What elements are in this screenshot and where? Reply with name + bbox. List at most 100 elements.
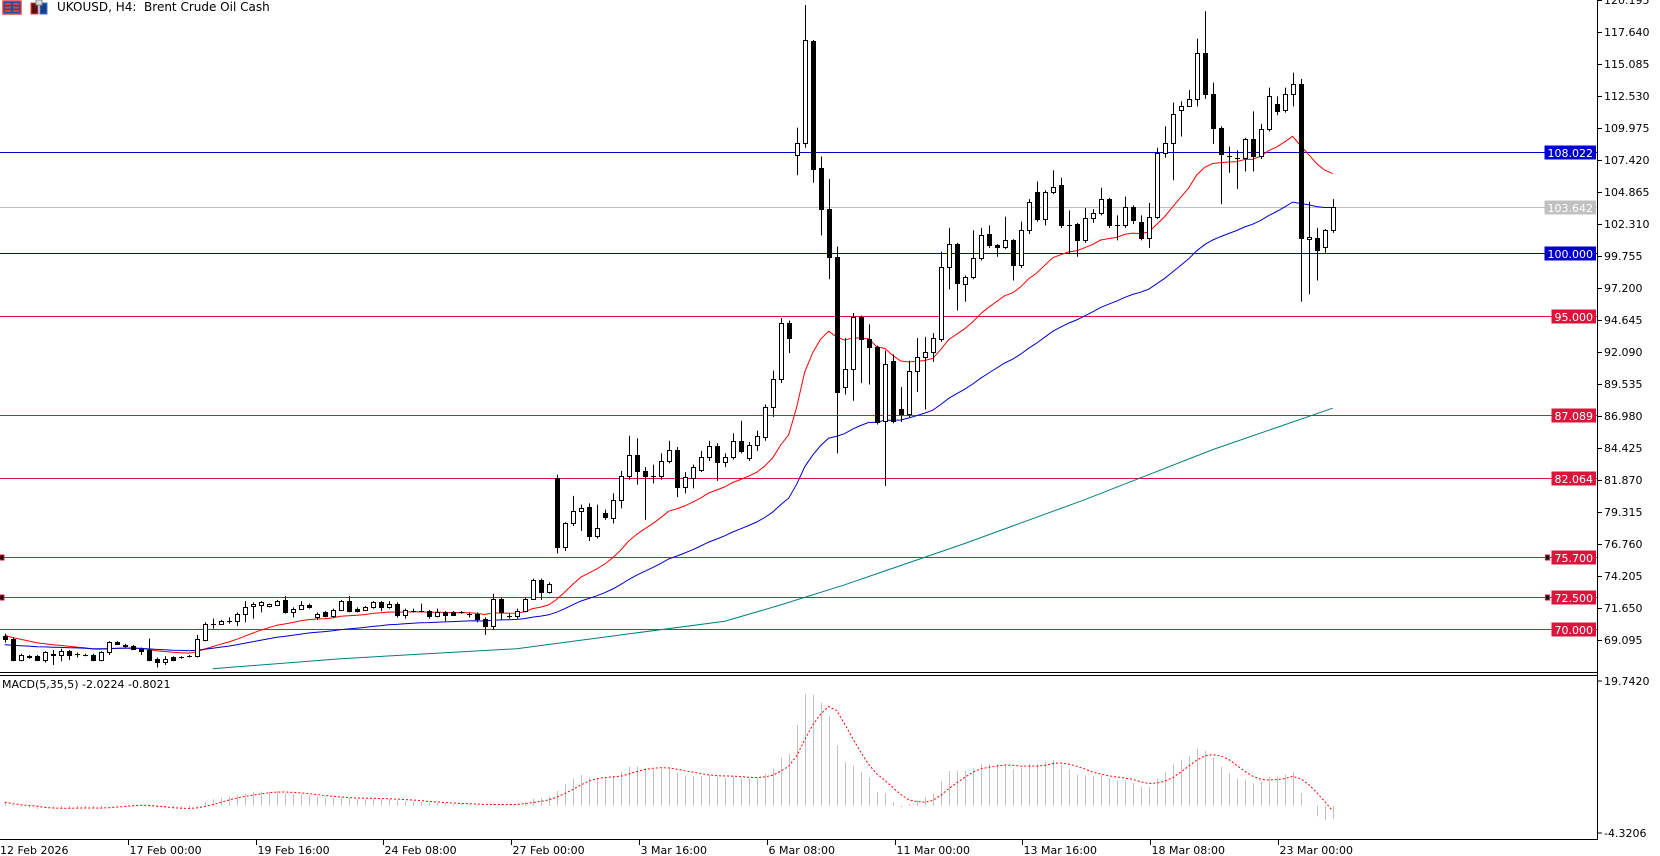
candle	[1283, 87, 1288, 113]
candle	[995, 244, 1000, 257]
candle	[195, 634, 200, 658]
candle-body-bull	[659, 461, 664, 477]
candle	[1099, 187, 1104, 216]
candle-body-bear	[891, 361, 896, 422]
candle-body-bull	[1083, 218, 1088, 241]
level-price-label: 87.089	[1555, 410, 1594, 423]
candle	[355, 607, 360, 613]
candle-body-bull	[291, 609, 296, 613]
candle	[771, 370, 776, 418]
price-axis[interactable]: 120.195 117.640 115.085 112.530 109.975 107.4…	[1598, 0, 1650, 647]
candle-body-bull	[1027, 202, 1032, 231]
candle	[523, 597, 528, 613]
candle	[947, 227, 952, 290]
price-tick-label: 69.095	[1604, 634, 1643, 647]
one-click-trading-icon[interactable]	[2, 0, 22, 15]
candle-body-bull	[1307, 237, 1312, 240]
candle	[387, 601, 392, 609]
level-handle-left[interactable]	[0, 594, 5, 601]
level-price-label-bg	[1551, 622, 1596, 637]
candle	[1115, 215, 1120, 241]
candle-body-bear	[867, 339, 872, 348]
candle-body-bear	[1211, 94, 1216, 129]
candle-body-bear	[587, 507, 592, 537]
candle	[155, 657, 160, 668]
moving-averages	[4, 135, 1333, 670]
candle-body-bull	[531, 580, 536, 600]
candle	[883, 350, 888, 486]
price-tick-label: 117.640	[1604, 26, 1650, 39]
candle	[123, 643, 128, 648]
candle	[459, 611, 464, 614]
candle	[499, 597, 504, 620]
candle	[1027, 199, 1032, 235]
candle-body-bull	[1171, 114, 1176, 144]
candle	[251, 602, 256, 619]
time-tick-label: 24 Feb 08:00	[385, 844, 457, 856]
candle	[483, 617, 488, 635]
price-tick-label: 94.645	[1604, 314, 1643, 327]
candle-body-bull	[667, 450, 672, 462]
candle	[1179, 101, 1184, 137]
level-price-label-bg	[1551, 408, 1596, 423]
candle	[1043, 190, 1048, 226]
candle-body-bull	[1163, 143, 1168, 154]
candle	[491, 593, 496, 630]
candle-body-bear	[131, 646, 136, 650]
candle-body-bear	[283, 600, 288, 613]
time-tick-label: 6 Mar 08:00	[769, 844, 835, 856]
candle	[1315, 227, 1320, 281]
candle	[531, 578, 536, 600]
candle	[859, 315, 864, 384]
candle-body-bear	[51, 654, 56, 656]
candle	[291, 607, 296, 618]
candle-body-bull	[1155, 153, 1160, 218]
price-tick-label: 102.310	[1604, 218, 1650, 231]
level-price-label-bg	[1551, 550, 1596, 565]
price-tick-label: 112.530	[1604, 90, 1650, 103]
candle	[347, 596, 352, 613]
candle	[1195, 38, 1200, 107]
candle	[787, 320, 792, 354]
candle	[987, 225, 992, 248]
candle-body-bull	[963, 277, 968, 285]
candle-body-bear	[347, 601, 352, 612]
time-axis[interactable]: 12 Feb 2026 17 Feb 00:00 19 Feb 16:00 24 Fe…	[0, 840, 1353, 856]
candle-body-bull	[803, 40, 808, 144]
price-tick-label: 109.975	[1604, 122, 1650, 135]
level-handle-right[interactable]	[1545, 554, 1550, 561]
candle	[299, 601, 304, 610]
candle	[907, 360, 912, 418]
candle-body-bull	[1179, 106, 1184, 111]
candle	[1075, 222, 1080, 257]
candle-body-bull	[1091, 213, 1096, 219]
candle	[763, 404, 768, 441]
price-tick-label: 81.870	[1604, 474, 1643, 487]
candle-body-bear	[827, 209, 832, 258]
candle-body-bull	[1099, 199, 1104, 214]
candle-body-bull	[491, 599, 496, 627]
candle-body-bear	[1299, 84, 1304, 239]
level-handle-right[interactable]	[1545, 594, 1550, 601]
chart-trade-icon[interactable]	[30, 0, 48, 15]
level-handle-left[interactable]	[0, 554, 5, 561]
candle	[875, 345, 880, 425]
candle-body-bear	[355, 609, 360, 612]
candle	[699, 450, 704, 473]
candle	[1003, 216, 1008, 250]
candle	[203, 622, 208, 642]
candle-body-bear	[635, 455, 640, 472]
candle	[835, 246, 840, 454]
candle	[1227, 146, 1232, 173]
candle-body-bull	[275, 601, 280, 606]
candle	[507, 613, 512, 619]
level-price-label: 72.500	[1555, 592, 1594, 605]
candle	[1035, 181, 1040, 222]
candle	[691, 464, 696, 489]
candle	[915, 338, 920, 392]
candle-body-bull	[43, 652, 48, 661]
price-tick-label: 92.090	[1604, 346, 1643, 359]
candle-body-bull	[771, 379, 776, 408]
candle	[675, 447, 680, 498]
